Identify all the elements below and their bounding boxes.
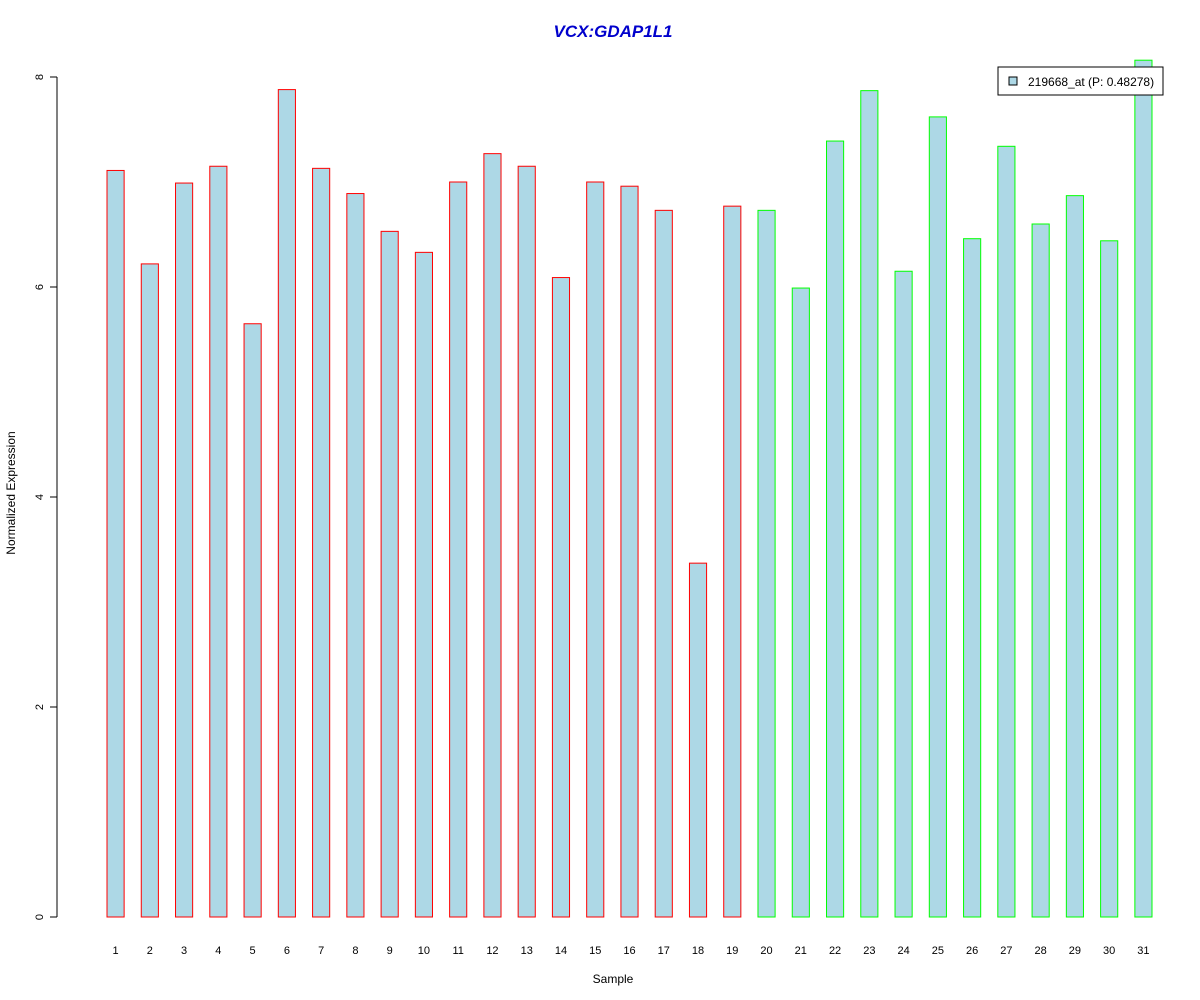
bar-sample-4 [209, 165, 228, 918]
legend-swatch [1008, 76, 1018, 86]
x-tick-label: 5 [250, 945, 256, 957]
x-tick-label: 15 [589, 945, 601, 957]
x-tick-label: 10 [418, 945, 430, 957]
bar-sample-6 [277, 89, 296, 918]
legend-label: 219668_at (P: 0.48278) [1028, 75, 1154, 89]
x-tick-label: 14 [555, 945, 567, 957]
bars-group [106, 59, 1153, 918]
bar-sample-10 [414, 251, 433, 918]
x-tick-label: 3 [181, 945, 187, 957]
bar-sample-14 [551, 277, 571, 918]
x-tick-label: 29 [1069, 945, 1081, 957]
y-tick-label: 0 [34, 914, 46, 920]
bar-sample-5 [243, 323, 262, 918]
bar-sample-31 [1134, 59, 1153, 918]
y-axis-label: Normalized Expression [4, 431, 18, 554]
x-tick-label: 21 [795, 945, 807, 957]
x-axis-label: Sample [593, 972, 634, 986]
bar-sample-7 [312, 167, 331, 918]
x-tick-label: 22 [829, 945, 841, 957]
bar-sample-11 [449, 181, 468, 918]
y-tick-label: 6 [34, 284, 46, 290]
x-tick-label: 28 [1035, 945, 1047, 957]
bar-sample-18 [688, 562, 708, 918]
bar-sample-16 [620, 185, 639, 918]
x-tick-label: 6 [284, 945, 290, 957]
bar-sample-28 [1031, 223, 1050, 918]
x-tick-label: 26 [966, 945, 978, 957]
legend-box [997, 66, 1164, 96]
bar-sample-3 [175, 182, 194, 918]
x-tick-label: 24 [897, 945, 909, 957]
x-tick-label: 13 [521, 945, 533, 957]
x-tick-label: 30 [1103, 945, 1115, 957]
x-tick-label: 8 [352, 945, 358, 957]
bar-sample-8 [346, 193, 365, 918]
x-tick-label: 4 [215, 945, 221, 957]
bar-sample-15 [586, 181, 605, 918]
x-tick-label: 23 [863, 945, 875, 957]
bar-sample-21 [791, 287, 810, 918]
bar-sample-19 [723, 205, 742, 918]
x-tick-label: 12 [486, 945, 498, 957]
bar-sample-24 [894, 270, 913, 918]
x-tick-label: 19 [726, 945, 738, 957]
bar-sample-17 [654, 209, 673, 918]
bar-sample-2 [140, 263, 159, 918]
x-tick-label: 1 [113, 945, 119, 957]
y-tick-label: 2 [34, 704, 46, 710]
y-tick-label: 8 [34, 74, 46, 80]
bar-sample-20 [757, 209, 776, 918]
chart-title: VCX:GDAP1L1 [553, 22, 672, 41]
bar-sample-9 [380, 230, 399, 918]
bar-sample-30 [1100, 240, 1119, 918]
bar-sample-1 [106, 169, 125, 918]
x-tick-label: 16 [623, 945, 635, 957]
bar-sample-23 [860, 90, 879, 918]
x-tick-label: 20 [760, 945, 772, 957]
x-tick-label: 9 [387, 945, 393, 957]
x-tick-labels: 1 2 3 4 5 6 7 8 9 10 11 12 13 14 15 16 17 18 19 20 21 22 23 24 2… [113, 945, 1150, 957]
x-tick-label: 18 [692, 945, 704, 957]
x-tick-label: 2 [147, 945, 153, 957]
x-tick-label: 31 [1137, 945, 1149, 957]
bar-sample-12 [483, 153, 502, 918]
y-tick-label: 4 [34, 494, 46, 500]
bar-sample-27 [997, 145, 1016, 918]
x-tick-label: 7 [318, 945, 324, 957]
x-tick-label: 25 [932, 945, 944, 957]
legend: 219668_at (P: 0.48278) [997, 66, 1164, 96]
y-axis: 0 2 4 6 8 [34, 74, 58, 920]
x-tick-label: 17 [658, 945, 670, 957]
bar-sample-25 [928, 116, 947, 918]
bar-sample-13 [517, 165, 536, 918]
bar-sample-22 [826, 140, 845, 918]
bar-sample-26 [963, 238, 982, 918]
bar-sample-29 [1065, 195, 1084, 918]
x-tick-label: 11 [452, 945, 463, 957]
x-tick-label: 27 [1000, 945, 1012, 957]
